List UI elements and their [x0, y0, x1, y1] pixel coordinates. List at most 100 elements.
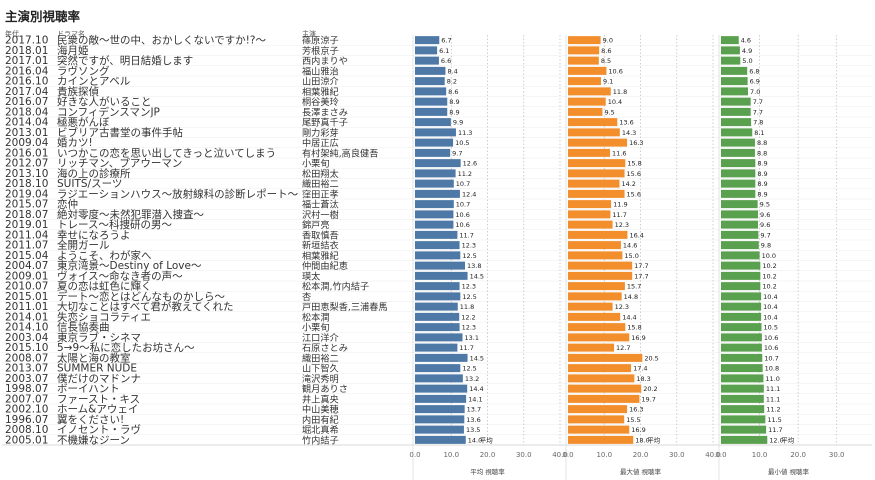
year-label: 2017.04 [5, 86, 49, 98]
cast-label: 中居正広 [302, 137, 339, 149]
drama-label: ホーム&アウェイ [57, 404, 138, 416]
min-bar [721, 220, 759, 229]
avg-value-label: 13.8 [467, 262, 481, 270]
x-tick-label: 0.0 [715, 451, 726, 459]
avg-value-label: 12.3 [462, 283, 476, 291]
avg-value-label: 13.2 [465, 375, 479, 383]
year-label: 2015.04 [5, 250, 49, 262]
avg-value-label: 11.3 [458, 129, 472, 137]
year-label: 2002.10 [5, 404, 48, 416]
max-value-label: 14.8 [624, 293, 638, 301]
avg-bar [415, 292, 461, 301]
max-value-label: 9.5 [604, 108, 614, 116]
year-label: 2013.10 [5, 168, 48, 180]
min-bar [721, 56, 741, 65]
min-value-label: 11.2 [766, 406, 780, 414]
year-label: 2017.01 [5, 55, 48, 67]
max-value-label: 17.4 [633, 365, 647, 373]
max-bar [568, 374, 635, 383]
year-label: 2016.10 [5, 76, 48, 88]
avg-bar [415, 77, 445, 86]
max-bar [568, 241, 621, 250]
x-tick-label: 0.0 [409, 451, 420, 459]
year-label: 2005.01 [5, 434, 48, 446]
drama-label: ヴォイス～命なき者の声～ [57, 269, 183, 282]
min-bar [721, 241, 759, 250]
max-bar [568, 189, 625, 198]
year-label: 2007.07 [5, 393, 48, 405]
x-axis-title: 最大値 視聴率 [620, 467, 662, 476]
avg-bar [415, 425, 464, 434]
min-bar [721, 435, 768, 444]
max-value-label: 18.0 [635, 436, 649, 444]
min-bar [721, 169, 756, 178]
cast-label: 松田翔太 [302, 168, 339, 180]
avg-value-label: 13.6 [466, 416, 480, 424]
max-value-label: 9.0 [603, 37, 613, 45]
drama-label: 全開ガール [57, 239, 110, 252]
min-bar [721, 353, 763, 362]
min-value-label: 4.9 [742, 47, 752, 55]
drama-label: 不機嫌なジーン [57, 433, 130, 446]
year-label: 2012.07 [5, 158, 48, 170]
avg-bar [415, 302, 458, 311]
max-value-label: 15.6 [627, 190, 641, 198]
year-label: 1996.07 [5, 414, 48, 426]
avg-value-label: 10.7 [456, 180, 470, 188]
max-bar [568, 394, 640, 403]
drama-label: 幸せになろうよ [57, 229, 131, 241]
avg-value-label: 14.1 [468, 395, 482, 403]
max-bar [568, 210, 611, 219]
cast-label: 内田有紀 [302, 414, 339, 426]
x-tick-label: 20.0 [480, 451, 496, 459]
avg-bar [415, 87, 447, 96]
min-value-label: 8.8 [757, 139, 767, 147]
avg-bar [415, 405, 465, 414]
max-bar [568, 97, 606, 106]
max-bar [568, 220, 613, 229]
cast-label: 新垣結衣 [302, 240, 339, 252]
max-bar [568, 77, 601, 86]
max-bar [568, 159, 626, 168]
year-label: 2003.07 [5, 373, 48, 385]
min-value-label: 8.1 [754, 129, 764, 137]
drama-label: 翼をください! [57, 414, 124, 426]
avg-value-label: 8.2 [447, 78, 457, 86]
drama-label: 信長協奏曲 [57, 321, 110, 334]
avg-bar [415, 169, 456, 178]
avg-value-label: 6.1 [439, 47, 449, 55]
max-value-label: 16.3 [629, 406, 643, 414]
min-value-label: 10.2 [762, 272, 776, 280]
cast-label: 杏 [302, 291, 311, 303]
avg-bar [415, 353, 468, 362]
min-value-label: 7.7 [753, 108, 763, 116]
year-label: 2014.04 [5, 117, 49, 129]
avg-value-label: 12.4 [462, 190, 476, 198]
avg-value-label: 14.5 [470, 354, 484, 362]
drama-label: 民衆の敵～世の中、おかしくないですか!?～ [57, 34, 266, 47]
x-tick-label: 10.0 [443, 451, 459, 459]
year-label: 2019.01 [5, 219, 48, 231]
max-bar [568, 302, 613, 311]
min-bar [721, 415, 766, 424]
min-value-label: 11.7 [768, 426, 782, 434]
year-label: 2011.01 [5, 301, 48, 313]
year-label: 2016.07 [5, 96, 48, 108]
max-value-label: 14.2 [621, 180, 635, 188]
max-bar [568, 425, 630, 434]
max-value-label: 13.6 [619, 119, 633, 127]
cast-label: 福山雅治 [302, 65, 339, 77]
avg-bar [415, 343, 458, 352]
avg-value-label: 12.5 [462, 252, 476, 260]
avg-value-label: 14.0 [468, 436, 482, 444]
max-bar [568, 353, 643, 362]
drama-label: 海の上の診療所 [57, 167, 131, 180]
min-bar [721, 36, 739, 45]
max-bar [568, 405, 628, 414]
max-bar [568, 148, 611, 157]
avg-bar [415, 148, 451, 157]
min-value-label: 9.8 [761, 242, 771, 250]
drama-label: ようこそ、わが家へ [57, 249, 152, 262]
drama-label: 東京ラブ・シネマ [57, 331, 141, 344]
